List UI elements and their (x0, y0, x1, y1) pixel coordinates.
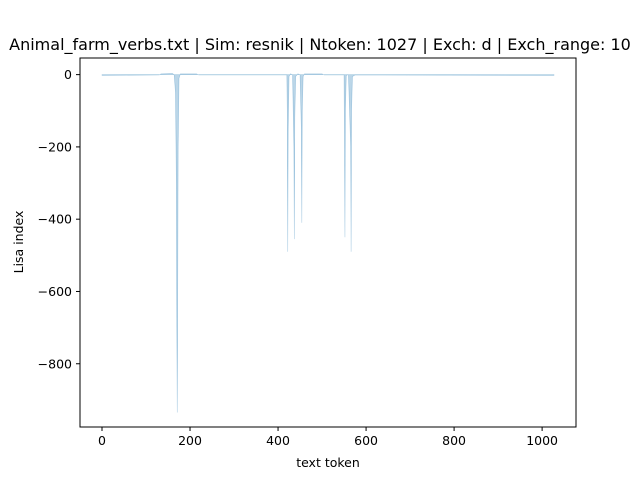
y-tick-label: 0 (64, 67, 72, 82)
chart-title: Animal_farm_verbs.txt | Sim: resnik | Nt… (9, 35, 631, 55)
x-tick-label: 400 (266, 433, 290, 448)
plot-area (101, 73, 555, 413)
x-tick-label: 600 (354, 433, 378, 448)
y-axis-label: Lisa index (11, 211, 26, 274)
x-axis-label: text token (296, 455, 360, 470)
y-axis: 0 −200 −400 −600 −800 (38, 67, 80, 371)
x-tick-label: 800 (442, 433, 466, 448)
x-tick-label: 200 (178, 433, 202, 448)
y-tick-label: −800 (38, 356, 72, 371)
x-tick-label: 1000 (526, 433, 558, 448)
plot-frame (79, 57, 577, 428)
y-tick-label: −600 (38, 284, 72, 299)
series-area-0 (101, 73, 555, 413)
y-tick-label: −400 (38, 212, 72, 227)
y-tick-label: −200 (38, 139, 72, 154)
x-axis: 0 200 400 600 800 1000 (98, 427, 558, 448)
x-tick-label: 0 (98, 433, 106, 448)
